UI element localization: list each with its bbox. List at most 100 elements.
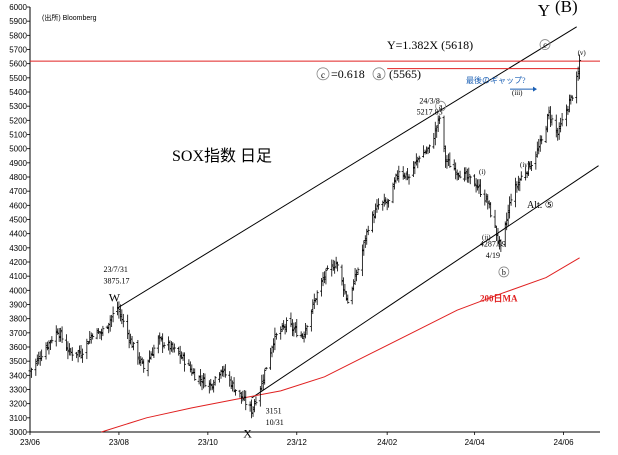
ohlc-bar — [560, 113, 564, 127]
ohlc-bar — [401, 166, 405, 180]
ohlc-bar — [136, 339, 140, 365]
ohlc-bar — [373, 203, 377, 219]
ohlc-bar — [111, 306, 115, 323]
ohlc-bar — [518, 177, 522, 192]
ohlc-bar — [462, 167, 466, 182]
y-tick-label: 5100 — [9, 131, 27, 140]
gap-arrow-head — [533, 86, 537, 92]
ohlc-bar — [476, 179, 480, 191]
ohlc-bar — [200, 375, 204, 391]
a-circle — [435, 100, 447, 112]
ohlc-bar — [352, 279, 356, 291]
ohlc-bar — [162, 342, 166, 349]
ohlc-bar — [188, 361, 192, 373]
ohlc-bar — [334, 256, 338, 269]
fib-circle-1-label: c — [321, 70, 325, 80]
ma-line — [101, 257, 580, 433]
y-tick-label: 3500 — [9, 357, 27, 366]
ohlc-bar — [322, 271, 326, 284]
w-label: W — [109, 291, 121, 305]
ohlc-bar — [172, 343, 176, 353]
ohlc-bar — [509, 193, 513, 206]
ohlc-bar — [244, 390, 248, 411]
b-label: (B) — [555, 0, 578, 16]
ohlc-bar — [411, 161, 415, 178]
ohlc-bar — [130, 335, 134, 348]
ohlc-bar — [483, 189, 487, 206]
gap-text: 最後のギャップ? — [466, 75, 526, 85]
chart-source: (出所) Bloomberg — [42, 13, 97, 22]
ohlc-bar — [340, 264, 344, 286]
x-tick-label: 24/02 — [377, 438, 398, 447]
ohlc-bar — [60, 326, 64, 343]
ohlc-bar — [183, 352, 187, 372]
b-value: 4287.99 — [480, 239, 506, 248]
ohlc-bar — [64, 334, 68, 351]
lower-channel — [251, 165, 599, 399]
ohlc-bar — [234, 389, 238, 396]
ohlc-bar — [519, 171, 523, 181]
y-tick-label: 4700 — [9, 187, 27, 196]
ohlc-bar — [57, 327, 61, 342]
ohlc-bar — [91, 333, 95, 340]
ohlc-bar — [207, 380, 211, 394]
ohlc-bar — [293, 322, 297, 333]
x-value: 3151 — [266, 407, 282, 416]
ohlc-bar — [274, 332, 278, 340]
ohlc-bar — [564, 104, 568, 127]
ohlc-bar — [305, 324, 309, 335]
ohlc-bar — [241, 390, 245, 402]
ohlc-series — [28, 54, 582, 419]
ohlc-bar — [50, 336, 54, 344]
ohlc-bar — [487, 200, 491, 209]
ohlc-bar — [34, 358, 38, 376]
ohlc-bar — [433, 121, 437, 146]
y-tick-label: 3000 — [9, 428, 27, 437]
ohlc-bar — [159, 336, 163, 342]
ohlc-bar — [290, 319, 294, 337]
ohlc-bar — [515, 181, 519, 193]
ohlc-bar — [548, 106, 552, 127]
y-tick-label: 3200 — [9, 400, 27, 409]
ohlc-bar — [578, 54, 582, 80]
y-tick-label: 4200 — [9, 258, 27, 267]
ohlc-bar — [232, 377, 236, 393]
b-circle-label: b — [502, 268, 506, 277]
x-tick-label: 23/10 — [198, 438, 219, 447]
ohlc-bar — [231, 380, 235, 392]
ohlc-bar — [282, 320, 286, 330]
ohlc-bar — [76, 350, 80, 363]
wave-ii: (ii) — [482, 233, 491, 241]
ohlc-bar — [304, 323, 308, 339]
ohlc-bar — [279, 326, 283, 340]
ohlc-bar — [137, 352, 141, 365]
ohlc-bar — [187, 359, 191, 366]
w-date: 23/7/31 — [103, 265, 127, 274]
ohlc-bar — [218, 372, 222, 383]
ohlc-bar — [371, 211, 375, 233]
ohlc-bar — [458, 170, 462, 179]
ohlc-bar — [271, 338, 275, 353]
ohlc-bar — [499, 239, 503, 253]
ohlc-bar — [251, 406, 255, 417]
ohlc-bar — [121, 313, 125, 328]
ohlc-bar — [108, 315, 112, 332]
ohlc-bar — [438, 115, 442, 125]
ohlc-bar — [166, 336, 170, 351]
ohlc-bar — [126, 314, 130, 340]
ohlc-bar — [363, 235, 367, 248]
ohlc-bar — [407, 174, 411, 185]
y-tick-label: 5400 — [9, 88, 27, 97]
b-circle — [498, 266, 510, 278]
ohlc-bar — [397, 165, 401, 183]
ohlc-bar — [375, 199, 379, 213]
ohlc-bar — [360, 244, 364, 277]
ohlc-bar — [484, 193, 488, 203]
y-tick-label: 5800 — [9, 31, 27, 40]
x-date: 10/31 — [266, 418, 284, 427]
ohlc-bar — [569, 94, 573, 105]
y-tick-label: 3400 — [9, 371, 27, 380]
ohlc-bar — [336, 261, 340, 272]
ohlc-bar — [146, 359, 150, 377]
